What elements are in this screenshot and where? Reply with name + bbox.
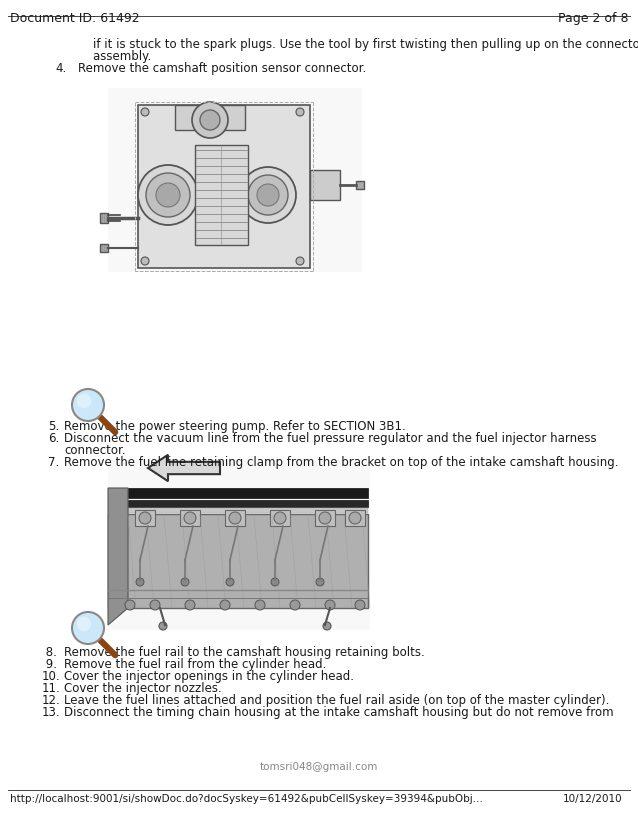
Circle shape (136, 578, 144, 586)
Circle shape (159, 622, 167, 630)
Polygon shape (135, 510, 155, 526)
Text: assembly.: assembly. (78, 50, 151, 63)
Circle shape (323, 622, 331, 630)
Text: http://localhost:9001/si/showDoc.do?docSyskey=61492&pubCellSyskey=39394&pubObj..: http://localhost:9001/si/showDoc.do?docS… (10, 794, 483, 804)
Circle shape (274, 512, 286, 524)
Circle shape (125, 600, 135, 610)
Circle shape (146, 173, 190, 217)
Text: 13.: 13. (42, 706, 61, 719)
Polygon shape (128, 508, 368, 513)
Polygon shape (270, 510, 290, 526)
Polygon shape (108, 460, 370, 630)
Text: 10/12/2010: 10/12/2010 (562, 794, 622, 804)
Circle shape (271, 578, 279, 586)
Text: Remove the fuel rail from the cylinder head.: Remove the fuel rail from the cylinder h… (64, 658, 327, 671)
Text: 7.: 7. (48, 456, 59, 469)
Circle shape (77, 617, 91, 631)
Circle shape (319, 512, 331, 524)
Circle shape (72, 612, 104, 644)
Text: Remove the fuel rail to the camshaft housing retaining bolts.: Remove the fuel rail to the camshaft hou… (64, 646, 425, 659)
Circle shape (156, 183, 180, 207)
Circle shape (349, 512, 361, 524)
Polygon shape (108, 514, 368, 608)
Circle shape (296, 108, 304, 116)
Circle shape (181, 578, 189, 586)
Circle shape (184, 512, 196, 524)
Polygon shape (128, 488, 368, 498)
Text: 4.: 4. (55, 62, 66, 75)
Circle shape (138, 165, 198, 225)
Polygon shape (128, 500, 368, 507)
Circle shape (355, 600, 365, 610)
Polygon shape (225, 510, 245, 526)
Polygon shape (356, 181, 364, 189)
Circle shape (316, 578, 324, 586)
Polygon shape (138, 105, 310, 268)
Text: Disconnect the vacuum line from the fuel pressure regulator and the fuel injecto: Disconnect the vacuum line from the fuel… (64, 432, 597, 445)
Circle shape (229, 512, 241, 524)
Polygon shape (148, 455, 220, 482)
Polygon shape (175, 105, 245, 130)
Circle shape (248, 175, 288, 215)
Text: Cover the injector nozzles.: Cover the injector nozzles. (64, 682, 222, 695)
Text: 10.: 10. (42, 670, 61, 683)
Text: 8.: 8. (42, 646, 57, 659)
Text: Remove the fuel line retaining clamp from the bracket on top of the intake camsh: Remove the fuel line retaining clamp fro… (64, 456, 618, 469)
Polygon shape (315, 510, 335, 526)
Text: if it is stuck to the spark plugs. Use the tool by first twisting then pulling u: if it is stuck to the spark plugs. Use t… (78, 38, 638, 51)
Circle shape (150, 600, 160, 610)
Text: connector.: connector. (64, 444, 126, 457)
Circle shape (226, 578, 234, 586)
Circle shape (325, 600, 335, 610)
Circle shape (185, 600, 195, 610)
Circle shape (141, 108, 149, 116)
Text: 11.: 11. (42, 682, 61, 695)
Text: 12.: 12. (42, 694, 61, 707)
Polygon shape (310, 170, 340, 200)
Text: Disconnect the timing chain housing at the intake camshaft housing but do not re: Disconnect the timing chain housing at t… (64, 706, 614, 719)
Circle shape (200, 110, 220, 130)
Circle shape (72, 389, 104, 421)
Polygon shape (345, 510, 365, 526)
Text: Leave the fuel lines attached and position the fuel rail aside (on top of the ma: Leave the fuel lines attached and positi… (64, 694, 609, 707)
Text: Page 2 of 8: Page 2 of 8 (558, 12, 628, 25)
Polygon shape (108, 488, 128, 625)
Text: Document ID: 61492: Document ID: 61492 (10, 12, 140, 25)
Circle shape (255, 600, 265, 610)
Polygon shape (108, 88, 362, 272)
Circle shape (240, 167, 296, 223)
Polygon shape (100, 244, 108, 252)
Polygon shape (180, 510, 200, 526)
Circle shape (141, 257, 149, 265)
Text: 5.: 5. (48, 420, 59, 433)
Polygon shape (195, 145, 248, 245)
Circle shape (257, 184, 279, 206)
Text: tomsri048@gmail.com: tomsri048@gmail.com (260, 762, 378, 772)
Text: Remove the power steering pump. Refer to SECTION 3B1.: Remove the power steering pump. Refer to… (64, 420, 406, 433)
Circle shape (290, 600, 300, 610)
Circle shape (139, 512, 151, 524)
Circle shape (192, 102, 228, 138)
Circle shape (296, 257, 304, 265)
Text: 6.: 6. (48, 432, 59, 445)
Polygon shape (100, 213, 108, 223)
Text: 9.: 9. (42, 658, 57, 671)
Circle shape (77, 394, 91, 408)
Text: Remove the camshaft position sensor connector.: Remove the camshaft position sensor conn… (78, 62, 366, 75)
Text: Cover the injector openings in the cylinder head.: Cover the injector openings in the cylin… (64, 670, 354, 683)
Circle shape (220, 600, 230, 610)
